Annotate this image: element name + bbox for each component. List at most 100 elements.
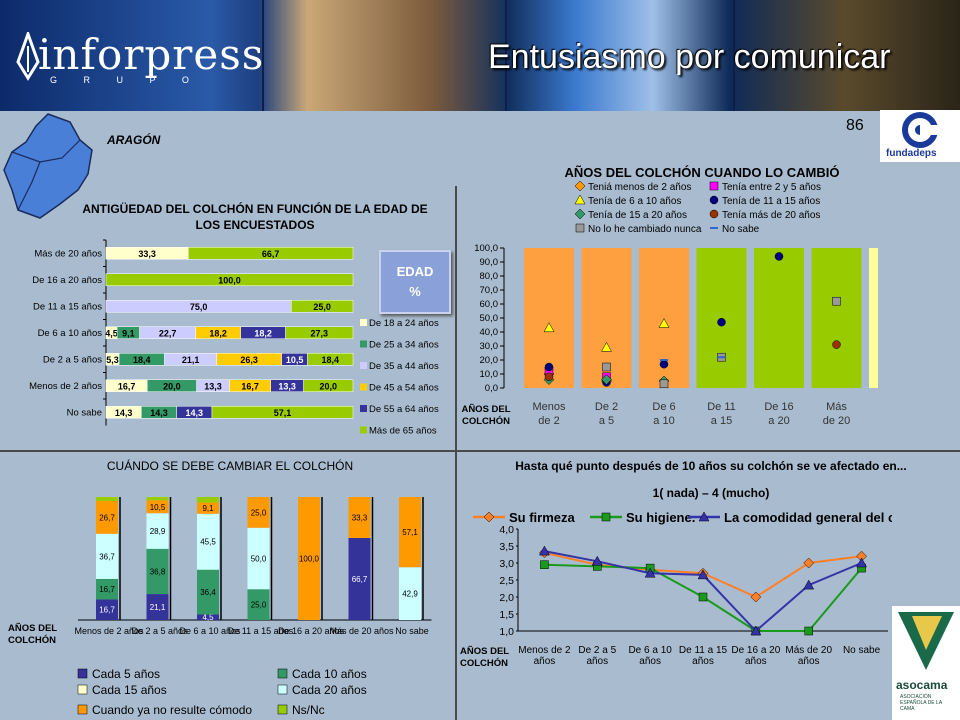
chart2-category-label: Más: [826, 401, 847, 413]
chart2-point-no-lo-he-cambiado-nunca: [602, 362, 611, 372]
chart3-data-label: 36,7: [99, 552, 115, 561]
chart2-legend-marker: [574, 194, 586, 205]
chart2-y-tick-label: 30,0: [480, 341, 499, 352]
chart1-svg: Más de 20 años 33,3 66,7 De 16 a 20 años 100…: [29, 239, 439, 437]
asocama-sublabel: ASOCIACIÓN ESPAÑOLA DE LA CAMA: [900, 694, 942, 712]
chart4-point-su-firmeza: [803, 557, 815, 569]
chart4-point-su-higiene: [540, 560, 549, 569]
asocama-logo: asocama ASOCIACIÓN ESPAÑOLA DE LA CAMA: [892, 606, 960, 720]
chart1-category-label: De 2 a 5 años: [43, 354, 102, 365]
chart4-point-la-comodidad-general-del-colchon: [644, 567, 656, 578]
chart3-category-label: De 6 a 10 años: [179, 626, 241, 636]
chart1-data-label: 18,2: [209, 328, 227, 338]
chart3-bar-segment: [197, 614, 219, 620]
chart3-data-label: 9,1: [202, 504, 214, 513]
chart3-x-title: COLCHÓN: [8, 634, 56, 646]
chart2-point-tenia-mas-de-20-anos: [832, 340, 841, 349]
chart2-y-tick-label: 40,0: [480, 327, 499, 338]
chart4-y-tick-label: 2,0: [499, 592, 514, 604]
chart2-legend-marker: [575, 223, 585, 233]
chart3-category-label: Más de 20 años: [329, 626, 394, 636]
chart3-bar-segment: [298, 497, 320, 620]
chart4-category-label: años: [534, 656, 556, 667]
aragon-map-icon: [3, 113, 93, 219]
chart4-y-tick-label: 1,5: [499, 609, 514, 621]
chart3-data-label: 4,5: [202, 613, 214, 622]
chart4-category-label: años: [798, 656, 820, 667]
chart1-legend-label: De 18 a 24 años: [369, 318, 439, 329]
chart3-legend-label: Cada 10 años: [292, 667, 367, 681]
chart1-title: ANTIGÜEDAD DEL COLCHÓN EN FUNCIÓN DE LA …: [82, 202, 428, 232]
chart2-category-label: Menos: [532, 401, 566, 413]
chart2-legend-label: Tenía de 6 a 10 años: [588, 196, 681, 207]
chart1-legend-swatch: [360, 405, 367, 412]
chart4-category-label: Menos de 2: [518, 645, 571, 656]
chart1-data-label: 20,0: [163, 381, 181, 391]
chart1-data-label: 14,3: [150, 408, 168, 418]
chart1-legend-label: De 35 a 44 años: [369, 361, 439, 372]
chart2-legend-label: Tenía entre 2 y 5 años: [722, 182, 821, 193]
chart2-point-no-lo-he-cambiado-nunca: [659, 379, 669, 389]
header-banner: [0, 0, 960, 111]
chart2-category-label: de 2: [538, 415, 559, 427]
chart4-x-title: COLCHÓN: [460, 657, 508, 669]
chart2-point-tenia-de-6-a-10-anos: [543, 322, 555, 333]
chart3-data-label: 33,3: [352, 513, 368, 522]
chart4-category-label: años: [639, 656, 661, 667]
pen-nib-icon: [16, 32, 40, 81]
chart2-legend-label: Teniá menos de 2 años: [588, 182, 691, 193]
chart3-data-label: 28,9: [150, 527, 166, 536]
asocama-label: asocama: [896, 678, 948, 692]
chart4-category-label: años: [745, 656, 767, 667]
chart2-category-label: a 5: [599, 415, 614, 427]
chart4-point-su-firmeza: [750, 591, 762, 603]
chart2-category-label: De 6: [652, 401, 675, 413]
chart3-legend-swatch: [77, 704, 88, 715]
fundadeps-logo: fundadeps: [880, 110, 960, 162]
chart1-data-label: 57,1: [274, 408, 292, 418]
chart2-legend-label: Tenía de 11 a 15 años: [722, 196, 820, 207]
chart3-bar-segment: [197, 569, 219, 615]
chart2-legend-marker: [709, 181, 719, 191]
chart3-bar-segment: [146, 513, 169, 549]
chart4-y-tick-label: 3,5: [499, 541, 514, 553]
chart3-bar-segment: [146, 594, 169, 620]
chart3-data-label: 10,5: [150, 503, 166, 512]
chart1-data-label: 18,4: [322, 355, 340, 365]
chart4-y-tick-label: 4,0: [499, 524, 514, 536]
chart1-data-label: 66,7: [262, 249, 280, 259]
chart3-bar-segment: [96, 497, 118, 501]
chart1-legend-swatch: [360, 426, 367, 434]
chart2-y-tick-label: 0,0: [485, 383, 498, 394]
chart1-bar-segment: [303, 379, 354, 392]
chart3-data-label: 36,4: [200, 588, 216, 597]
chart3-legend-swatch: [77, 684, 88, 695]
chart1-data-label: 16,7: [118, 381, 136, 391]
chart1-data-label: 18,2: [254, 328, 272, 338]
chart1-data-label: 33,3: [138, 249, 156, 259]
chart3-category-label: De 11 a 15 años: [228, 626, 294, 636]
chart1-data-label: 10,5: [286, 355, 304, 365]
chart3-bar-segment: [96, 578, 118, 600]
chart3-legend-label: Ns/Nc: [292, 703, 325, 717]
chart4-legend-label: La comodidad general del colchón.: [724, 510, 892, 525]
chart1-category-label: De 16 a 20 años: [32, 275, 102, 286]
chart1-data-label: 13,3: [204, 381, 222, 391]
chart4-title: Hasta qué punto después de 10 años su co…: [515, 459, 907, 473]
chart3-bar-segment: [247, 589, 270, 620]
chart3-legend-swatch: [277, 684, 288, 695]
chart3-category-label: No sabe: [395, 626, 429, 636]
chart3-data-label: 16,7: [99, 606, 115, 615]
chart2-y-tick-label: 80,0: [480, 271, 499, 282]
chart3-data-label: 36,8: [150, 567, 166, 576]
chart1-legend-swatch: [360, 383, 367, 391]
chart1-legend-label: Más de 65 años: [369, 426, 437, 437]
chart2-legend-marker: [574, 180, 586, 192]
chart1-legend-label: De 55 a 64 años: [369, 404, 439, 415]
chart4-y-tick-label: 2,5: [499, 575, 514, 587]
chart1-data-label: 25,0: [313, 302, 331, 312]
chart2-point-tenia-de-6-a-10-anos: [658, 318, 670, 328]
chart2-y-tick-label: 90,0: [480, 257, 499, 268]
chart2-legend-label: Tenía de 15 a 20 años: [588, 210, 687, 221]
chart3-bar-segment: [197, 497, 219, 503]
